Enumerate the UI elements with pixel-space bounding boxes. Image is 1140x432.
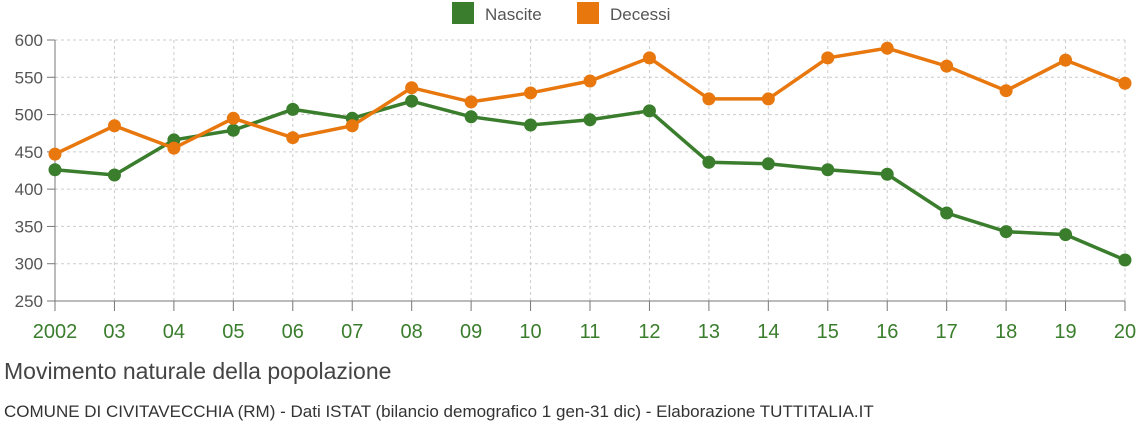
data-point-decessi	[405, 81, 419, 95]
data-point-nascite	[226, 123, 240, 137]
data-point-nascite	[583, 113, 597, 127]
x-tick-label: 03	[103, 321, 125, 343]
x-tick-label: 04	[163, 321, 185, 343]
x-tick-label: 20	[1114, 321, 1136, 343]
data-point-nascite	[1059, 228, 1073, 242]
y-tick-label: 600	[15, 31, 43, 50]
data-point-nascite	[107, 168, 121, 182]
data-point-nascite	[48, 163, 62, 177]
x-tick-label: 14	[757, 321, 779, 343]
chart-title: Movimento naturale della popolazione	[4, 358, 392, 384]
data-point-decessi	[583, 74, 597, 88]
y-tick-label: 300	[15, 255, 43, 274]
x-tick-label: 18	[995, 321, 1017, 343]
data-point-decessi	[642, 51, 656, 65]
line-chart: 250 300 350 400 450 500 550 600 2002 03 04 05 06 07 08…	[15, 2, 1136, 343]
x-tick-label: 12	[638, 321, 660, 343]
y-tick-label: 350	[15, 217, 43, 236]
x-tick-label: 19	[1054, 321, 1076, 343]
x-tick-label: 06	[282, 321, 304, 343]
y-tick-label: 400	[15, 180, 43, 199]
data-point-nascite	[940, 206, 954, 220]
data-point-decessi	[821, 51, 835, 65]
data-point-nascite	[405, 94, 419, 108]
data-point-nascite	[999, 225, 1013, 239]
data-point-nascite	[702, 155, 716, 169]
data-point-nascite	[464, 110, 478, 124]
data-point-nascite	[821, 163, 835, 177]
data-point-nascite	[880, 167, 894, 181]
data-point-decessi	[167, 141, 181, 155]
y-tick-label: 250	[15, 292, 43, 311]
data-point-decessi	[999, 84, 1013, 98]
legend-swatch-decessi	[577, 2, 599, 24]
data-point-nascite	[761, 157, 775, 171]
x-tick-label: 13	[698, 321, 720, 343]
data-point-decessi	[940, 59, 954, 73]
x-tick-label: 17	[936, 321, 958, 343]
x-tick-label: 16	[876, 321, 898, 343]
legend-label-decessi: Decessi	[610, 5, 670, 24]
data-point-nascite	[1118, 253, 1132, 267]
legend-label-nascite: Nascite	[485, 5, 542, 24]
data-point-decessi	[524, 86, 538, 100]
data-point-nascite	[524, 118, 538, 132]
x-tick-label: 15	[817, 321, 839, 343]
data-point-decessi	[48, 147, 62, 161]
x-tick-label: 2002	[33, 321, 78, 343]
data-point-decessi	[1059, 53, 1073, 67]
data-point-decessi	[1118, 76, 1132, 90]
data-point-nascite	[286, 102, 300, 116]
data-point-decessi	[286, 131, 300, 145]
x-tick-label: 07	[341, 321, 363, 343]
legend-swatch-nascite	[452, 2, 474, 24]
data-point-decessi	[761, 92, 775, 106]
x-tick-label: 11	[580, 321, 601, 343]
x-tick-label: 05	[222, 321, 244, 343]
y-tick-label: 500	[15, 106, 43, 125]
data-point-decessi	[345, 119, 359, 133]
data-point-decessi	[107, 119, 121, 133]
data-point-decessi	[226, 111, 240, 125]
data-point-decessi	[464, 95, 478, 109]
y-tick-label: 450	[15, 143, 43, 162]
y-tick-label: 550	[15, 68, 43, 87]
x-tick-label: 09	[460, 321, 482, 343]
chart-subtitle: COMUNE DI CIVITAVECCHIA (RM) - Dati ISTA…	[4, 402, 874, 421]
x-tick-label: 08	[401, 321, 423, 343]
data-point-nascite	[642, 104, 656, 118]
data-point-decessi	[880, 41, 894, 55]
x-tick-label: 10	[519, 321, 541, 343]
data-point-decessi	[702, 92, 716, 106]
